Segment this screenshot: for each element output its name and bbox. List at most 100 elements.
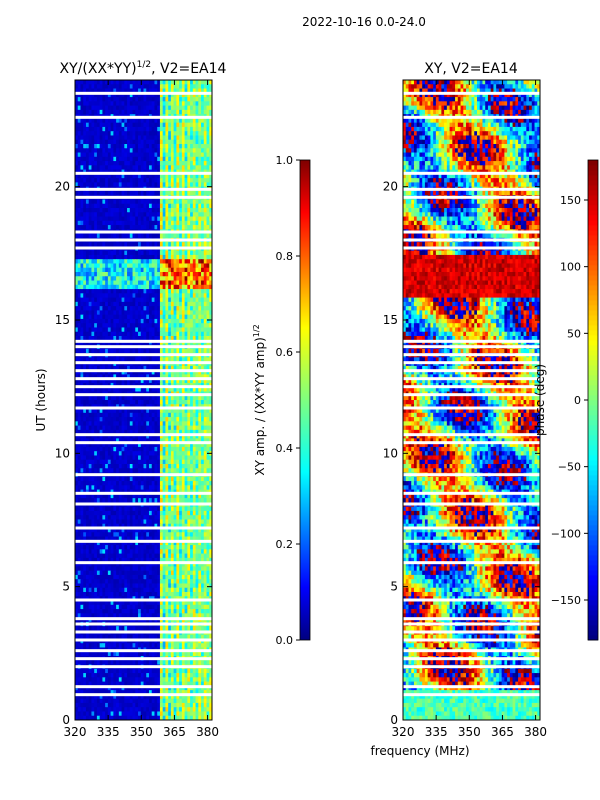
y-tick-label: 15 [55,313,70,327]
colorbar-tick-label: −100 [551,527,581,540]
x-tick-label: 350 [458,725,481,739]
x-tick-label: 320 [392,725,415,739]
colorbar-tick-label: −150 [551,594,581,607]
data-gap [403,187,540,191]
colorbar-tick-label: 50 [567,327,581,340]
y-tick-label: 10 [383,446,398,460]
y-tick-label: 0 [62,713,70,727]
data-gap [75,502,212,506]
left-heatmap [75,80,212,720]
data-gap [75,377,212,381]
colorbar-tick-label: 100 [560,261,581,274]
figure-suptitle: 2022-10-16 0.0-24.0 [302,15,426,29]
y-tick-label: 15 [383,313,398,327]
data-gap [403,171,540,175]
data-gap [403,441,540,445]
right-colorbar-label: phase (deg) [533,364,547,436]
data-gap [403,598,540,602]
data-gap [75,491,212,495]
data-gap [75,369,212,373]
data-gap [403,638,540,642]
data-gap [75,598,212,602]
y-tick-label: 5 [62,580,70,594]
right-heatmap [403,80,540,720]
right-axes: 320 335 350 365 380 0 5 10 15 20 [383,80,547,739]
y-tick-label: 5 [390,580,398,594]
x-tick-label: 365 [163,725,186,739]
data-gap [75,657,212,661]
left-axes: 320 335 350 365 380 0 5 10 15 20 [55,80,219,739]
data-gap [403,115,540,119]
data-gap [403,353,540,357]
left-plot-frame [74,79,213,721]
left-colorbar [299,159,311,641]
x-tick-label: 380 [196,725,219,739]
data-gap [403,385,540,389]
data-gap [403,369,540,373]
right-colorbar-ticks: −150 −100 −50 0 50 100 150 [551,194,588,607]
data-gap [75,638,212,642]
data-gap [403,630,540,634]
data-gap [403,665,540,669]
colorbar-tick-label: −50 [558,461,581,474]
shared-xlabel: frequency (MHz) [370,744,469,758]
data-gap [403,539,540,543]
data-gap [75,617,212,621]
data-gap [75,539,212,543]
x-tick-label: 365 [491,725,514,739]
colorbar-tick-label: 0.8 [276,250,294,263]
y-tick-label: 10 [55,446,70,460]
left-ylabel: UT (hours) [34,368,48,431]
data-gap [75,339,212,343]
data-gap [75,91,212,95]
right-colorbar [588,160,598,641]
data-gap [75,238,212,242]
data-gap [403,238,540,242]
data-gap [75,433,212,437]
data-gap [75,385,212,389]
colorbar-tick-label: 0.4 [276,442,294,455]
data-gap [75,561,212,565]
data-gap [403,693,540,697]
data-gap [75,345,212,349]
data-gap [75,649,212,653]
left-panel-title: XY/(XX*YY)1/2, V2=EA14 [60,60,227,77]
x-tick-label: 335 [97,725,120,739]
data-gap [403,649,540,653]
data-gap [403,473,540,477]
data-gap [75,693,212,697]
data-gap [403,230,540,234]
x-tick-label: 380 [524,725,547,739]
colorbar-tick-label: 0 [574,394,581,407]
left-colorbar-label: XY amp. / (XX*YY amp)1/2 [252,324,267,475]
data-gap [403,195,540,199]
data-gap [75,526,212,530]
colorbar-tick-label: 0.0 [276,634,294,647]
x-tick-label: 350 [130,725,153,739]
data-gap [403,617,540,621]
data-gap [75,473,212,477]
data-gap [403,339,540,343]
data-gap [403,561,540,565]
data-gap [75,353,212,357]
colorbar-tick-label: 0.6 [276,346,294,359]
data-gap [75,171,212,175]
colorbar-tick-label: 0.2 [276,538,294,551]
data-gap [75,406,212,410]
data-gap [403,91,540,95]
data-gap [75,230,212,234]
y-tick-label: 0 [390,713,398,727]
colorbar-tick-label: 150 [560,194,581,207]
data-gap [403,393,540,397]
data-gap [403,657,540,661]
data-gap [403,622,540,626]
data-gap [403,433,540,437]
right-panel-title: XY, V2=EA14 [424,61,518,77]
data-gap [403,406,540,410]
data-gap [403,526,540,530]
data-gap [75,630,212,634]
x-tick-label: 335 [425,725,448,739]
data-gap [75,441,212,445]
data-gap [403,345,540,349]
